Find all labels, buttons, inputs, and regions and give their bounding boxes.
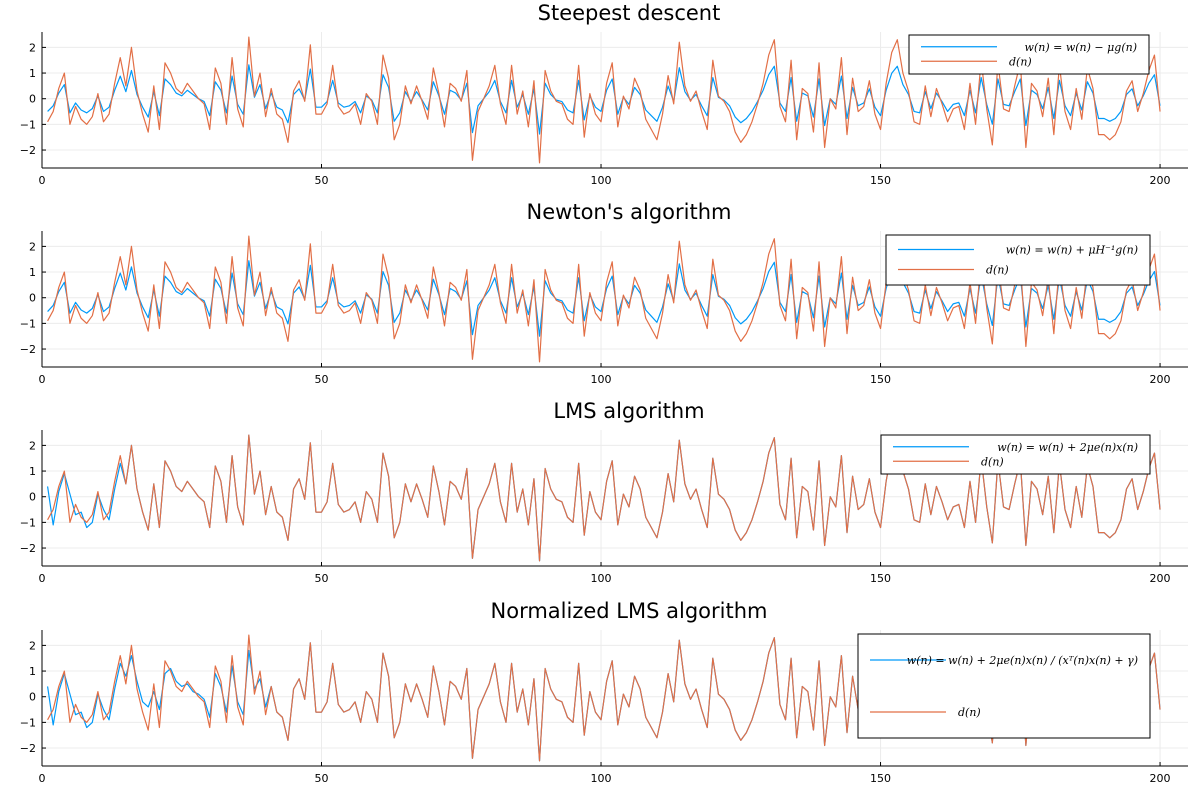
x-tick-label: 50 <box>315 772 329 785</box>
x-tick-label: 100 <box>591 373 612 386</box>
y-tick-label: 2 <box>29 41 36 54</box>
x-tick-label: 200 <box>1150 572 1171 585</box>
y-tick-label: 0 <box>29 93 36 106</box>
chart-panel-4: 0 50 100 150 200 −2 −1 0 1 2 Normalized LMS algori… <box>20 599 1188 785</box>
y-tick-label: 0 <box>29 491 36 504</box>
chart-title: Steepest descent <box>538 1 721 25</box>
x-tick-label: 50 <box>315 174 329 187</box>
legend-box <box>885 234 1151 286</box>
legend-box <box>880 434 1151 475</box>
y-tick-label: 0 <box>29 292 36 305</box>
legend-label: d(n) <box>986 264 1009 277</box>
x-tick-label: 100 <box>591 174 612 187</box>
series-line-d <box>47 235 1161 363</box>
legend-label: w(n) = w(n) − μg(n) <box>1025 41 1137 54</box>
y-tick-label: 1 <box>29 266 36 279</box>
x-tick-label: 100 <box>591 772 612 785</box>
x-tick-label: 200 <box>1150 174 1171 187</box>
legend: w(n) = w(n) − μg(n)d(n) <box>908 34 1150 75</box>
y-tick-label: −1 <box>20 516 36 529</box>
y-tick-label: −1 <box>20 317 36 330</box>
x-tick-label: 150 <box>870 373 891 386</box>
legend-label: d(n) <box>958 706 981 719</box>
y-tick-label: −2 <box>20 542 36 555</box>
x-tick-label: 50 <box>315 572 329 585</box>
chart-panel-3: 0 50 100 150 200 −2 −1 0 1 2 LMS algorithm w(n) = w… <box>20 399 1188 585</box>
y-tick-label: −1 <box>20 716 36 729</box>
y-tick-label: 1 <box>29 665 36 678</box>
y-tick-label: 1 <box>29 67 36 80</box>
x-tick-label: 100 <box>591 572 612 585</box>
chart-title: LMS algorithm <box>553 399 704 423</box>
y-tick-label: −2 <box>20 343 36 356</box>
series-line-d <box>47 36 1161 164</box>
chart-title: Newton's algorithm <box>527 200 732 224</box>
y-tick-label: 2 <box>29 439 36 452</box>
x-tick-label: 150 <box>870 174 891 187</box>
x-tick-label: 0 <box>39 174 46 187</box>
legend-label: w(n) = w(n) + 2μe(n)x(n) <box>997 441 1138 454</box>
chart-panel-2: 0 50 100 150 200 −2 −1 0 1 2 Newton's algorithm w(n… <box>20 200 1188 386</box>
legend: w(n) = w(n) + μH⁻¹g(n) d(n) <box>885 234 1151 286</box>
y-tick-label: −2 <box>20 144 36 157</box>
y-tick-label: 1 <box>29 465 36 478</box>
legend: w(n) = w(n) + 2μe(n)x(n)d(n) <box>880 434 1151 475</box>
legend-label: d(n) <box>981 455 1004 468</box>
y-tick-label: −2 <box>20 742 36 755</box>
x-tick-label: 0 <box>39 572 46 585</box>
legend-box <box>857 633 1151 739</box>
legend-label: w(n) = w(n) + μH⁻¹g(n) <box>1006 244 1138 257</box>
y-tick-label: 2 <box>29 240 36 253</box>
legend: w(n) = w(n) + 2μe(n)x(n) / (xᵀ(n)x(n) + … <box>857 633 1151 739</box>
x-tick-label: 0 <box>39 772 46 785</box>
y-tick-label: 2 <box>29 639 36 652</box>
x-tick-label: 200 <box>1150 373 1171 386</box>
legend-label: d(n) <box>1009 55 1032 68</box>
x-tick-label: 150 <box>870 572 891 585</box>
x-tick-label: 50 <box>315 373 329 386</box>
x-tick-label: 150 <box>870 772 891 785</box>
legend-box <box>908 34 1150 75</box>
y-tick-label: 0 <box>29 691 36 704</box>
legend-label: w(n) = w(n) + 2μe(n)x(n) / (xᵀ(n)x(n) + … <box>907 654 1138 667</box>
x-tick-label: 0 <box>39 373 46 386</box>
y-tick-label: −1 <box>20 118 36 131</box>
x-tick-label: 200 <box>1150 772 1171 785</box>
chart-title: Normalized LMS algorithm <box>491 599 768 623</box>
chart-panel-1: 0 50 100 150 200 −2 −1 0 1 2 Steepest descent w(n) … <box>20 1 1188 187</box>
series-line-d <box>47 434 1161 562</box>
